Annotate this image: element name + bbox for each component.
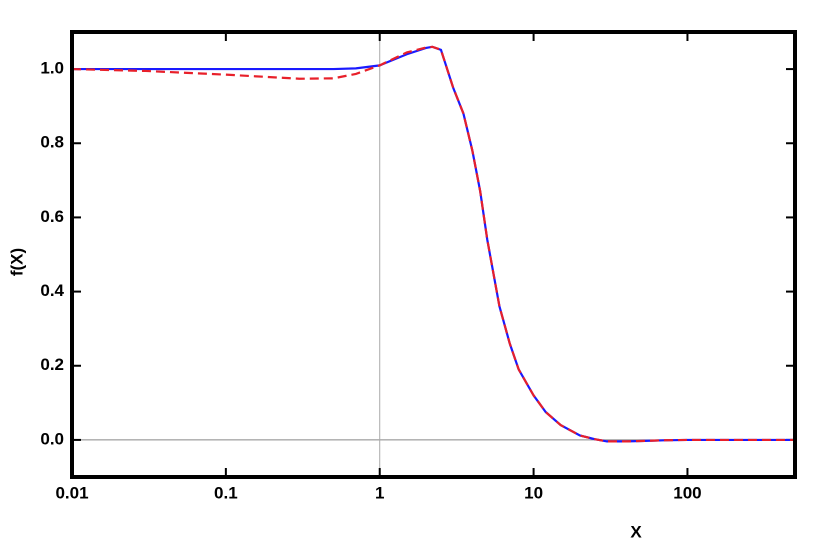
y-axis-label: f(X)	[7, 248, 26, 276]
x-tick-label: 10	[524, 483, 543, 502]
plot-frame	[70, 30, 797, 479]
y-tick-label: 1.0	[40, 59, 64, 78]
x-tick-label: 0.1	[214, 483, 238, 502]
x-tick-label: 100	[673, 483, 701, 502]
y-tick-label: 0.6	[40, 207, 64, 226]
x-tick-label: 0.01	[55, 483, 88, 502]
y-tick-label: 0.8	[40, 133, 64, 152]
y-tick-label: 0.0	[40, 429, 64, 448]
x-tick-label: 1	[375, 483, 384, 502]
series-line	[71, 45, 795, 443]
y-tick-label: 0.2	[40, 355, 64, 374]
x-axis-label: X	[630, 522, 642, 541]
series-line	[72, 45, 795, 443]
y-tick-label: 0.4	[40, 281, 64, 300]
